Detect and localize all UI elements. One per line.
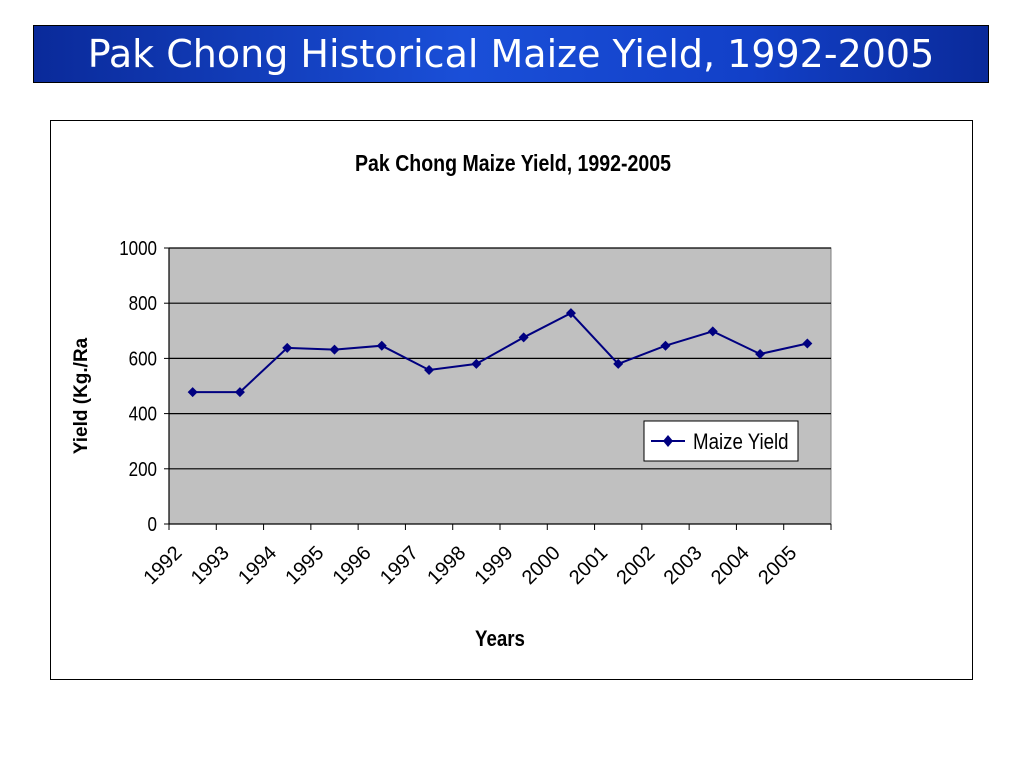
y-axis-label: Yield (Kg./Ra bbox=[71, 337, 92, 454]
x-tick-label: 2001 bbox=[565, 542, 612, 589]
x-tick-label: 1993 bbox=[187, 542, 234, 589]
y-tick-label: 200 bbox=[129, 457, 157, 480]
legend-marker bbox=[663, 435, 673, 447]
data-point bbox=[282, 342, 293, 353]
data-point bbox=[187, 387, 198, 398]
x-tick-label: 1998 bbox=[423, 542, 470, 589]
x-tick-label: 1997 bbox=[376, 542, 423, 589]
x-tick-label: 1999 bbox=[471, 542, 518, 589]
x-tick-label: 1994 bbox=[234, 542, 281, 589]
series-line bbox=[192, 311, 808, 394]
x-tick-label: 2005 bbox=[754, 542, 801, 589]
slide-title-bar: Pak Chong Historical Maize Yield, 1992-2… bbox=[33, 25, 989, 83]
data-point bbox=[518, 332, 529, 343]
x-tick-label: 2002 bbox=[612, 542, 659, 589]
x-tick-label: 2003 bbox=[660, 542, 707, 589]
x-tick-label: 1996 bbox=[329, 542, 376, 589]
chart-title: Pak Chong Maize Yield, 1992-2005 bbox=[355, 151, 671, 177]
x-tick-label: 1995 bbox=[281, 542, 328, 589]
y-tick-label: 800 bbox=[129, 292, 157, 315]
data-point bbox=[234, 387, 245, 398]
data-point bbox=[802, 338, 813, 349]
slide-title: Pak Chong Historical Maize Yield, 1992-2… bbox=[87, 32, 935, 76]
data-point bbox=[613, 358, 624, 369]
chart-frame: Pak Chong Maize Yield, 1992-2005 0 200 400… bbox=[50, 120, 973, 680]
y-tick-label: 400 bbox=[129, 402, 157, 425]
x-tick-label: 2000 bbox=[518, 542, 565, 589]
data-point bbox=[565, 308, 576, 319]
x-tick-label: 1992 bbox=[140, 542, 187, 589]
x-tick-label: 2004 bbox=[707, 542, 754, 589]
legend-label: Maize Yield bbox=[693, 431, 789, 455]
y-tick-label: 1000 bbox=[119, 237, 157, 260]
y-tick-label: 0 bbox=[148, 513, 157, 536]
data-point bbox=[707, 326, 718, 337]
line-chart: Pak Chong Maize Yield, 1992-2005 0 200 400… bbox=[71, 151, 832, 652]
data-point bbox=[376, 340, 387, 351]
data-point bbox=[471, 358, 482, 369]
data-point bbox=[755, 348, 766, 359]
data-point bbox=[660, 340, 671, 351]
data-point bbox=[329, 344, 340, 355]
legend: Maize Yield bbox=[643, 420, 799, 462]
plot-area bbox=[168, 247, 832, 525]
data-point bbox=[424, 364, 435, 375]
x-axis-label: Years bbox=[475, 628, 525, 652]
y-tick-label: 600 bbox=[129, 347, 157, 370]
